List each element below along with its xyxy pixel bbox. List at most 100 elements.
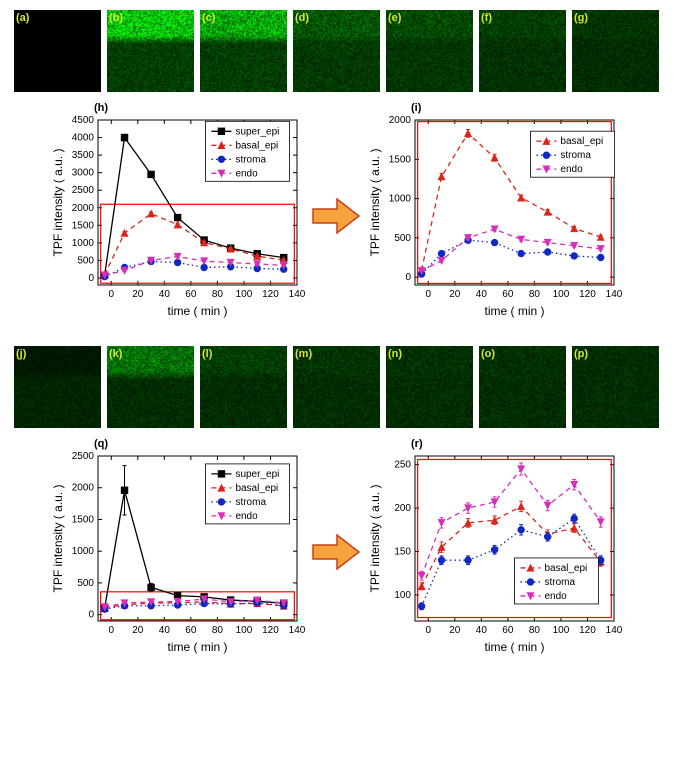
svg-text:60: 60 — [185, 289, 197, 300]
micrograph-panel: (n) — [386, 346, 473, 428]
svg-text:100: 100 — [553, 625, 570, 636]
micrograph-panel: (a) — [14, 10, 101, 92]
chart-pair-hi: (h) 020406080100120140050010001500200025… — [50, 106, 675, 326]
svg-text:0: 0 — [108, 625, 114, 636]
svg-text:3500: 3500 — [72, 150, 95, 161]
micrograph-panel: (o) — [479, 346, 566, 428]
svg-text:3000: 3000 — [72, 168, 95, 179]
micrograph-panel: (j) — [14, 346, 101, 428]
svg-text:super_epi: super_epi — [235, 469, 279, 480]
panel-label: (b) — [109, 12, 123, 24]
chart-i: (i) 0204060801001201400500100015002000ti… — [367, 106, 622, 326]
svg-text:2500: 2500 — [72, 451, 95, 462]
micrograph-row-2: (j) (k) (l) (m) (n) (o) (p) — [14, 346, 675, 428]
svg-text:120: 120 — [579, 625, 596, 636]
arrow-icon — [311, 196, 361, 236]
panel-label: (l) — [202, 348, 212, 360]
svg-text:basal_epi: basal_epi — [544, 563, 587, 574]
svg-text:20: 20 — [132, 625, 144, 636]
svg-text:2500: 2500 — [72, 185, 95, 196]
svg-text:140: 140 — [606, 625, 622, 636]
svg-text:40: 40 — [476, 289, 488, 300]
panel-label: (o) — [481, 348, 495, 360]
svg-text:20: 20 — [132, 289, 144, 300]
svg-text:40: 40 — [159, 289, 171, 300]
svg-text:60: 60 — [185, 625, 197, 636]
svg-text:40: 40 — [476, 625, 488, 636]
chart-q: (q) 020406080100120140050010001500200025… — [50, 442, 305, 662]
micrograph-panel: (b) — [107, 10, 194, 92]
micrograph-panel: (e) — [386, 10, 473, 92]
arrow-icon — [311, 532, 361, 572]
svg-text:80: 80 — [529, 289, 541, 300]
svg-text:super_epi: super_epi — [235, 126, 279, 137]
panel-label-r: (r) — [411, 438, 423, 450]
svg-text:150: 150 — [394, 547, 411, 558]
svg-text:200: 200 — [394, 503, 411, 514]
svg-text:1500: 1500 — [72, 514, 95, 525]
panel-label-h: (h) — [94, 102, 108, 114]
svg-text:100: 100 — [236, 625, 253, 636]
svg-text:TPF intensity ( a.u. ): TPF intensity ( a.u. ) — [51, 484, 65, 592]
svg-text:stroma: stroma — [235, 154, 266, 165]
svg-text:basal_epi: basal_epi — [235, 483, 278, 494]
svg-text:20: 20 — [449, 289, 461, 300]
svg-text:TPF intensity ( a.u. ): TPF intensity ( a.u. ) — [368, 148, 382, 256]
panel-label: (p) — [574, 348, 588, 360]
svg-text:140: 140 — [289, 625, 305, 636]
panel-label: (n) — [388, 348, 402, 360]
svg-text:2000: 2000 — [389, 115, 412, 126]
svg-text:1500: 1500 — [389, 154, 412, 165]
svg-text:80: 80 — [212, 625, 224, 636]
svg-text:60: 60 — [502, 289, 514, 300]
svg-text:endo: endo — [235, 168, 258, 179]
panel-label: (m) — [295, 348, 312, 360]
svg-text:20: 20 — [449, 625, 461, 636]
panel-label: (a) — [16, 12, 29, 24]
svg-text:2000: 2000 — [72, 483, 95, 494]
panel-label: (g) — [574, 12, 588, 24]
svg-text:500: 500 — [77, 578, 94, 589]
svg-text:100: 100 — [394, 590, 411, 601]
svg-text:140: 140 — [606, 289, 622, 300]
micrograph-panel: (p) — [572, 346, 659, 428]
svg-text:80: 80 — [212, 289, 224, 300]
svg-text:endo: endo — [544, 591, 567, 602]
svg-text:endo: endo — [560, 164, 583, 175]
panel-label-i: (i) — [411, 102, 421, 114]
svg-text:1000: 1000 — [72, 546, 95, 557]
svg-text:60: 60 — [502, 625, 514, 636]
micrograph-panel: (k) — [107, 346, 194, 428]
micrograph-panel: (c) — [200, 10, 287, 92]
svg-text:basal_epi: basal_epi — [560, 136, 603, 147]
svg-text:basal_epi: basal_epi — [235, 140, 278, 151]
svg-text:0: 0 — [405, 272, 411, 283]
panel-label: (f) — [481, 12, 492, 24]
svg-text:100: 100 — [236, 289, 253, 300]
micrograph-panel: (f) — [479, 10, 566, 92]
svg-text:4500: 4500 — [72, 115, 95, 126]
svg-text:120: 120 — [579, 289, 596, 300]
svg-text:250: 250 — [394, 460, 411, 471]
svg-text:100: 100 — [553, 289, 570, 300]
panel-label: (c) — [202, 12, 215, 24]
panel-label: (d) — [295, 12, 309, 24]
svg-text:120: 120 — [262, 625, 279, 636]
svg-text:40: 40 — [159, 625, 171, 636]
svg-text:80: 80 — [529, 625, 541, 636]
svg-text:endo: endo — [235, 511, 258, 522]
svg-text:4000: 4000 — [72, 133, 95, 144]
micrograph-panel: (g) — [572, 10, 659, 92]
svg-text:time ( min ): time ( min ) — [168, 640, 228, 654]
svg-text:1500: 1500 — [72, 220, 95, 231]
panel-label: (k) — [109, 348, 122, 360]
svg-text:time ( min ): time ( min ) — [168, 304, 228, 318]
svg-text:0: 0 — [425, 289, 431, 300]
svg-text:140: 140 — [289, 289, 305, 300]
svg-text:TPF intensity ( a.u. ): TPF intensity ( a.u. ) — [51, 148, 65, 256]
svg-text:1000: 1000 — [72, 238, 95, 249]
svg-text:1000: 1000 — [389, 194, 412, 205]
svg-text:time ( min ): time ( min ) — [485, 640, 545, 654]
chart-pair-qr: (q) 020406080100120140050010001500200025… — [50, 442, 675, 662]
micrograph-row-1: (a) (b) (c) (d) (e) (f) (g) — [14, 10, 675, 92]
